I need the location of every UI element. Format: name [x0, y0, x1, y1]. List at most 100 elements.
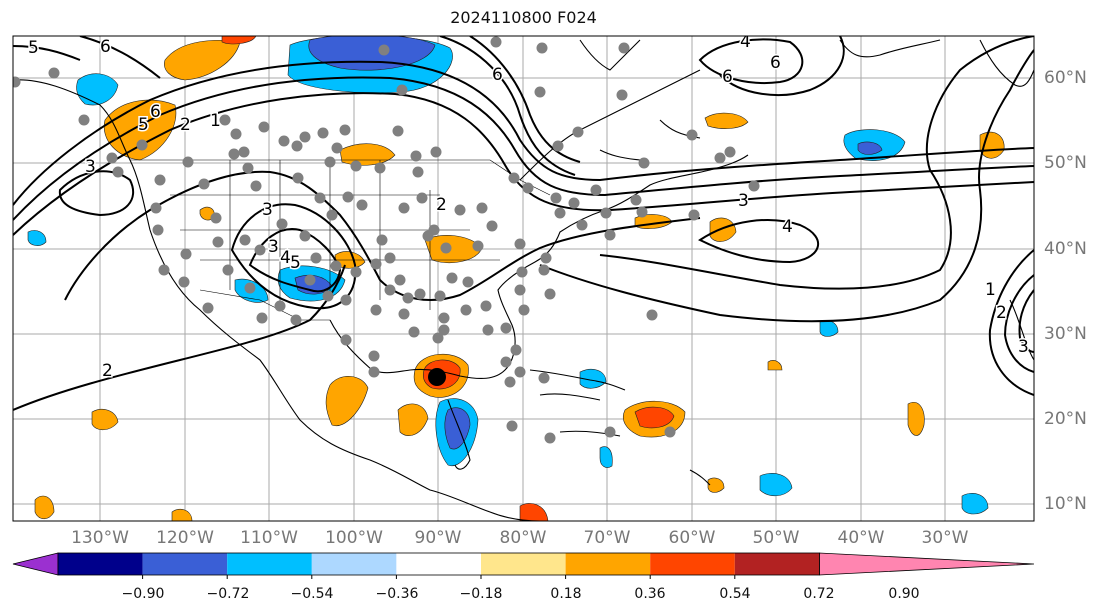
contour-label: 6 [722, 67, 733, 87]
station-dot [210, 212, 222, 224]
map-title: 2024110800 F024 [450, 8, 597, 27]
station-dot [384, 284, 396, 296]
lon-label: 60°W [668, 528, 716, 548]
station-dot [350, 266, 362, 278]
station-dot [290, 314, 302, 326]
station-dot [410, 150, 422, 162]
station-dot [490, 36, 502, 48]
station-dot [572, 126, 584, 138]
lon-label: 50°W [752, 528, 800, 548]
colorbar-tick-label: 0.36 [634, 586, 666, 602]
colorbar [12, 552, 1035, 579]
orange-anomaly-small-2 [707, 477, 725, 493]
contour-label: 6 [770, 53, 781, 73]
station-dot [374, 162, 386, 174]
station-dot [304, 274, 316, 286]
station-dot [554, 207, 566, 219]
colorbar-segment [734, 553, 820, 575]
station-dot [324, 156, 336, 168]
station-dot [212, 236, 224, 248]
lon-label: 120°W [156, 528, 214, 548]
station-dot [514, 284, 526, 296]
station-dot [291, 140, 303, 152]
station-dot [514, 238, 526, 250]
station-dot [317, 127, 329, 139]
orange-anomaly-labrador [704, 112, 749, 129]
contour-lines [13, 36, 1034, 411]
station-dot [238, 146, 250, 158]
colorbar-segment [650, 553, 735, 575]
contour-label: 2 [102, 361, 113, 381]
station-dot [342, 191, 354, 203]
lon-label: 130°W [71, 528, 129, 548]
colorbar-tick-label: −0.54 [290, 586, 334, 602]
station-dot [636, 206, 648, 218]
contour-label: 4 [280, 248, 291, 268]
contour-label: 5 [28, 38, 39, 58]
station-dot [432, 332, 444, 344]
station-dot [416, 192, 428, 204]
blue-anomaly-east [759, 473, 793, 497]
red-anomaly-atlantic [634, 406, 675, 429]
station-dot [534, 86, 546, 98]
contour-label: 2 [996, 303, 1007, 323]
lon-label: 110°W [240, 528, 298, 548]
colorbar-segment [481, 553, 566, 575]
station-dot [508, 172, 520, 184]
station-dot [714, 152, 726, 164]
station-dot [446, 272, 458, 284]
station-dot [664, 426, 676, 438]
station-dot [430, 146, 442, 158]
orange-anomaly-atlantic-east [907, 402, 925, 436]
station-dot [510, 344, 522, 356]
colorbar-tick-label: 0.72 [803, 586, 835, 602]
contour-label: 6 [150, 102, 161, 122]
colorbar-tick-label: −0.72 [206, 586, 250, 602]
station-dot [154, 174, 166, 186]
station-dot [638, 157, 650, 169]
station-dot [408, 326, 420, 338]
station-dot [402, 292, 414, 304]
lon-label: 80°W [499, 528, 547, 548]
colorbar-segment [565, 553, 651, 575]
station-dot [340, 334, 352, 346]
station-dot [460, 304, 472, 316]
station-dot [476, 202, 488, 214]
deep-blue-anomaly-yucatan [444, 407, 471, 450]
station-dot [180, 248, 192, 260]
contour-label: 3 [262, 200, 273, 220]
contour-label: 3 [268, 237, 279, 257]
colorbar-tick-label: −0.90 [121, 586, 165, 602]
station-dot [482, 324, 494, 336]
station-dot [310, 252, 322, 264]
station-dot [748, 180, 760, 192]
station-dot [646, 309, 658, 321]
station-dot [550, 192, 562, 204]
station-dot [514, 366, 526, 378]
station-dot [604, 426, 616, 438]
blue-anomaly-caribbean [579, 369, 607, 389]
station-dot [504, 376, 516, 388]
station-dot [244, 282, 256, 294]
station-dot [604, 229, 616, 241]
station-dot [274, 300, 286, 312]
station-dot [370, 304, 382, 316]
station-dot [544, 432, 556, 444]
station-dot [152, 224, 164, 236]
storm-center-marker [428, 368, 446, 386]
colorbar-segment [227, 553, 312, 575]
station-dot [106, 152, 118, 164]
station-dot [538, 264, 550, 276]
lat-label: 20°N [1044, 409, 1087, 429]
blue-anomaly-pacific [76, 73, 119, 106]
lat-label: 30°N [1044, 324, 1087, 344]
station-dot [438, 324, 450, 336]
station-dot [78, 114, 90, 126]
colorbar-segment [58, 553, 143, 575]
map-frame [12, 35, 1035, 522]
blue-anomaly-southeast [961, 493, 989, 515]
station-dot [540, 252, 552, 264]
contour-label: 1 [985, 280, 996, 300]
orange-anomaly-small-3 [767, 360, 783, 371]
